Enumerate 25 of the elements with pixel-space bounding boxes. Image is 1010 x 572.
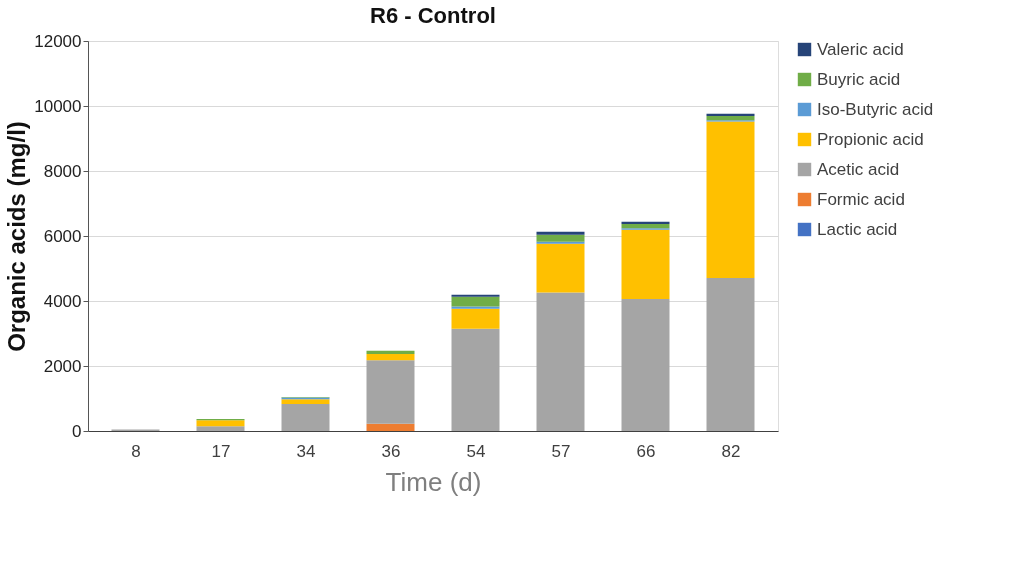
x-tick-label: 82 xyxy=(721,441,741,461)
x-tick-label: 34 xyxy=(296,441,316,461)
y-tick-label: 0 xyxy=(72,421,82,441)
legend-label: Formic acid xyxy=(817,189,905,209)
legend-label: Lactic acid xyxy=(817,219,898,239)
chart-title: R6 - Control xyxy=(370,3,496,28)
x-tick-label: 36 xyxy=(381,441,401,461)
legend-label: Propionic acid xyxy=(817,129,924,149)
y-axis-title: Organic acids (mg/l) xyxy=(3,121,31,352)
y-tick-label: 2000 xyxy=(43,356,82,376)
x-tick-label: 17 xyxy=(211,441,231,461)
x-tick-label: 57 xyxy=(551,441,571,461)
legend-label: Iso-Butyric acid xyxy=(817,99,934,119)
x-tick-label: 66 xyxy=(636,441,656,461)
y-tick-label: 6000 xyxy=(43,226,82,246)
x-tick-label: 8 xyxy=(131,441,141,461)
y-tick-label: 10000 xyxy=(34,96,82,116)
y-tick-label: 4000 xyxy=(43,291,82,311)
legend-label: Valeric acid xyxy=(817,39,904,59)
y-tick-label: 12000 xyxy=(34,31,82,51)
y-tick-label: 8000 xyxy=(43,161,82,181)
x-tick-label: 54 xyxy=(466,441,486,461)
legend-label: Buyric acid xyxy=(817,69,901,89)
legend-label: Acetic acid xyxy=(817,159,900,179)
x-axis-title: Time (d) xyxy=(385,466,482,497)
